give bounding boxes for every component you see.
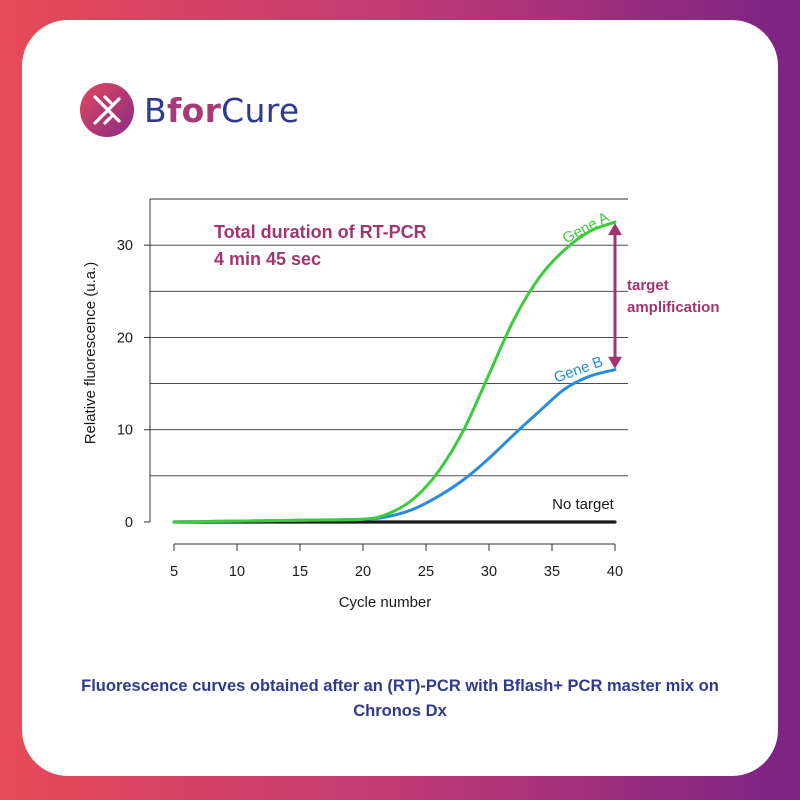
x-tick-label: 30 [481,564,497,580]
x-tick-label: 25 [418,564,434,580]
gene-a-line [172,220,617,524]
brand-name: BforCure [144,90,300,130]
x-tick-label: 35 [544,564,560,580]
amplification-annotation-line1: target [627,277,669,294]
figure-caption: Fluorescence curves obtained after an (R… [81,677,719,720]
x-tick-label: 5 [170,564,178,580]
y-tick-label: 10 [117,423,133,439]
gene-b-line [172,368,617,524]
x-tick-label: 15 [292,564,308,580]
no-target-label: No target [552,496,615,513]
y-tick-label: 0 [125,515,133,531]
amplification-arrow-head-down [608,356,622,369]
y-tick-label: 20 [117,330,133,346]
brand-logo: BforCure [80,83,299,137]
gene-a-label: Gene A [560,209,612,248]
x-axis-label: Cycle number [339,594,432,611]
x-tick-label: 10 [229,564,245,580]
y-axis-label: Relative fluorescence (u.a.) [82,262,99,445]
content-card: BforCure Fluorescence curves obtained af… [22,20,778,776]
x-tick-label: 20 [355,564,371,580]
duration-annotation-line1: Total duration of RT-PCR [214,222,427,242]
x-tick-label: 40 [607,564,623,580]
amplification-annotation-line2: amplification [627,299,720,316]
y-tick-label: 30 [117,238,133,254]
duration-annotation-line2: 4 min 45 sec [214,249,321,269]
bforcure-logo-icon [80,83,134,137]
amplification-arrow-head-up [608,223,622,236]
